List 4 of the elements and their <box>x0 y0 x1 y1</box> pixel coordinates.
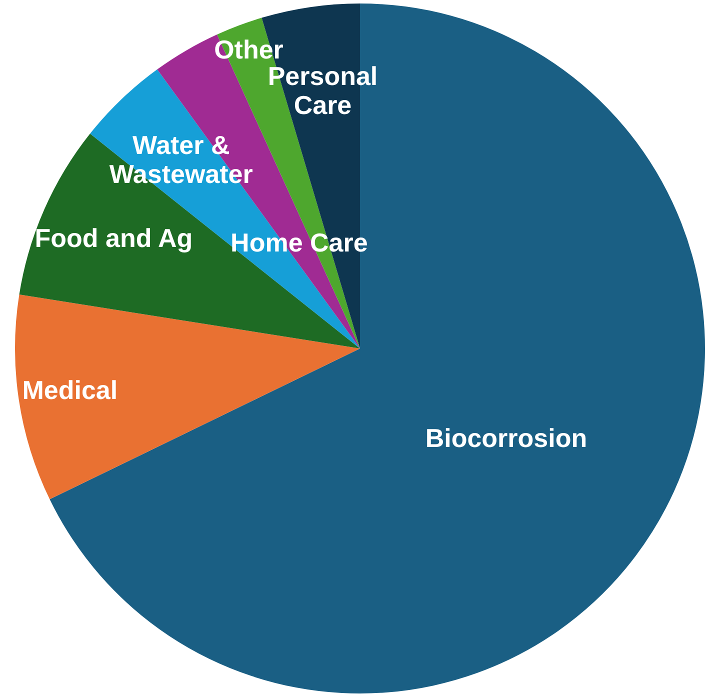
slice-label: Medical <box>22 374 118 405</box>
slice-label: Personal Care <box>268 61 378 120</box>
slice-label: Biocorrosion <box>425 423 588 454</box>
slice-label: Food and Ag <box>34 223 193 254</box>
